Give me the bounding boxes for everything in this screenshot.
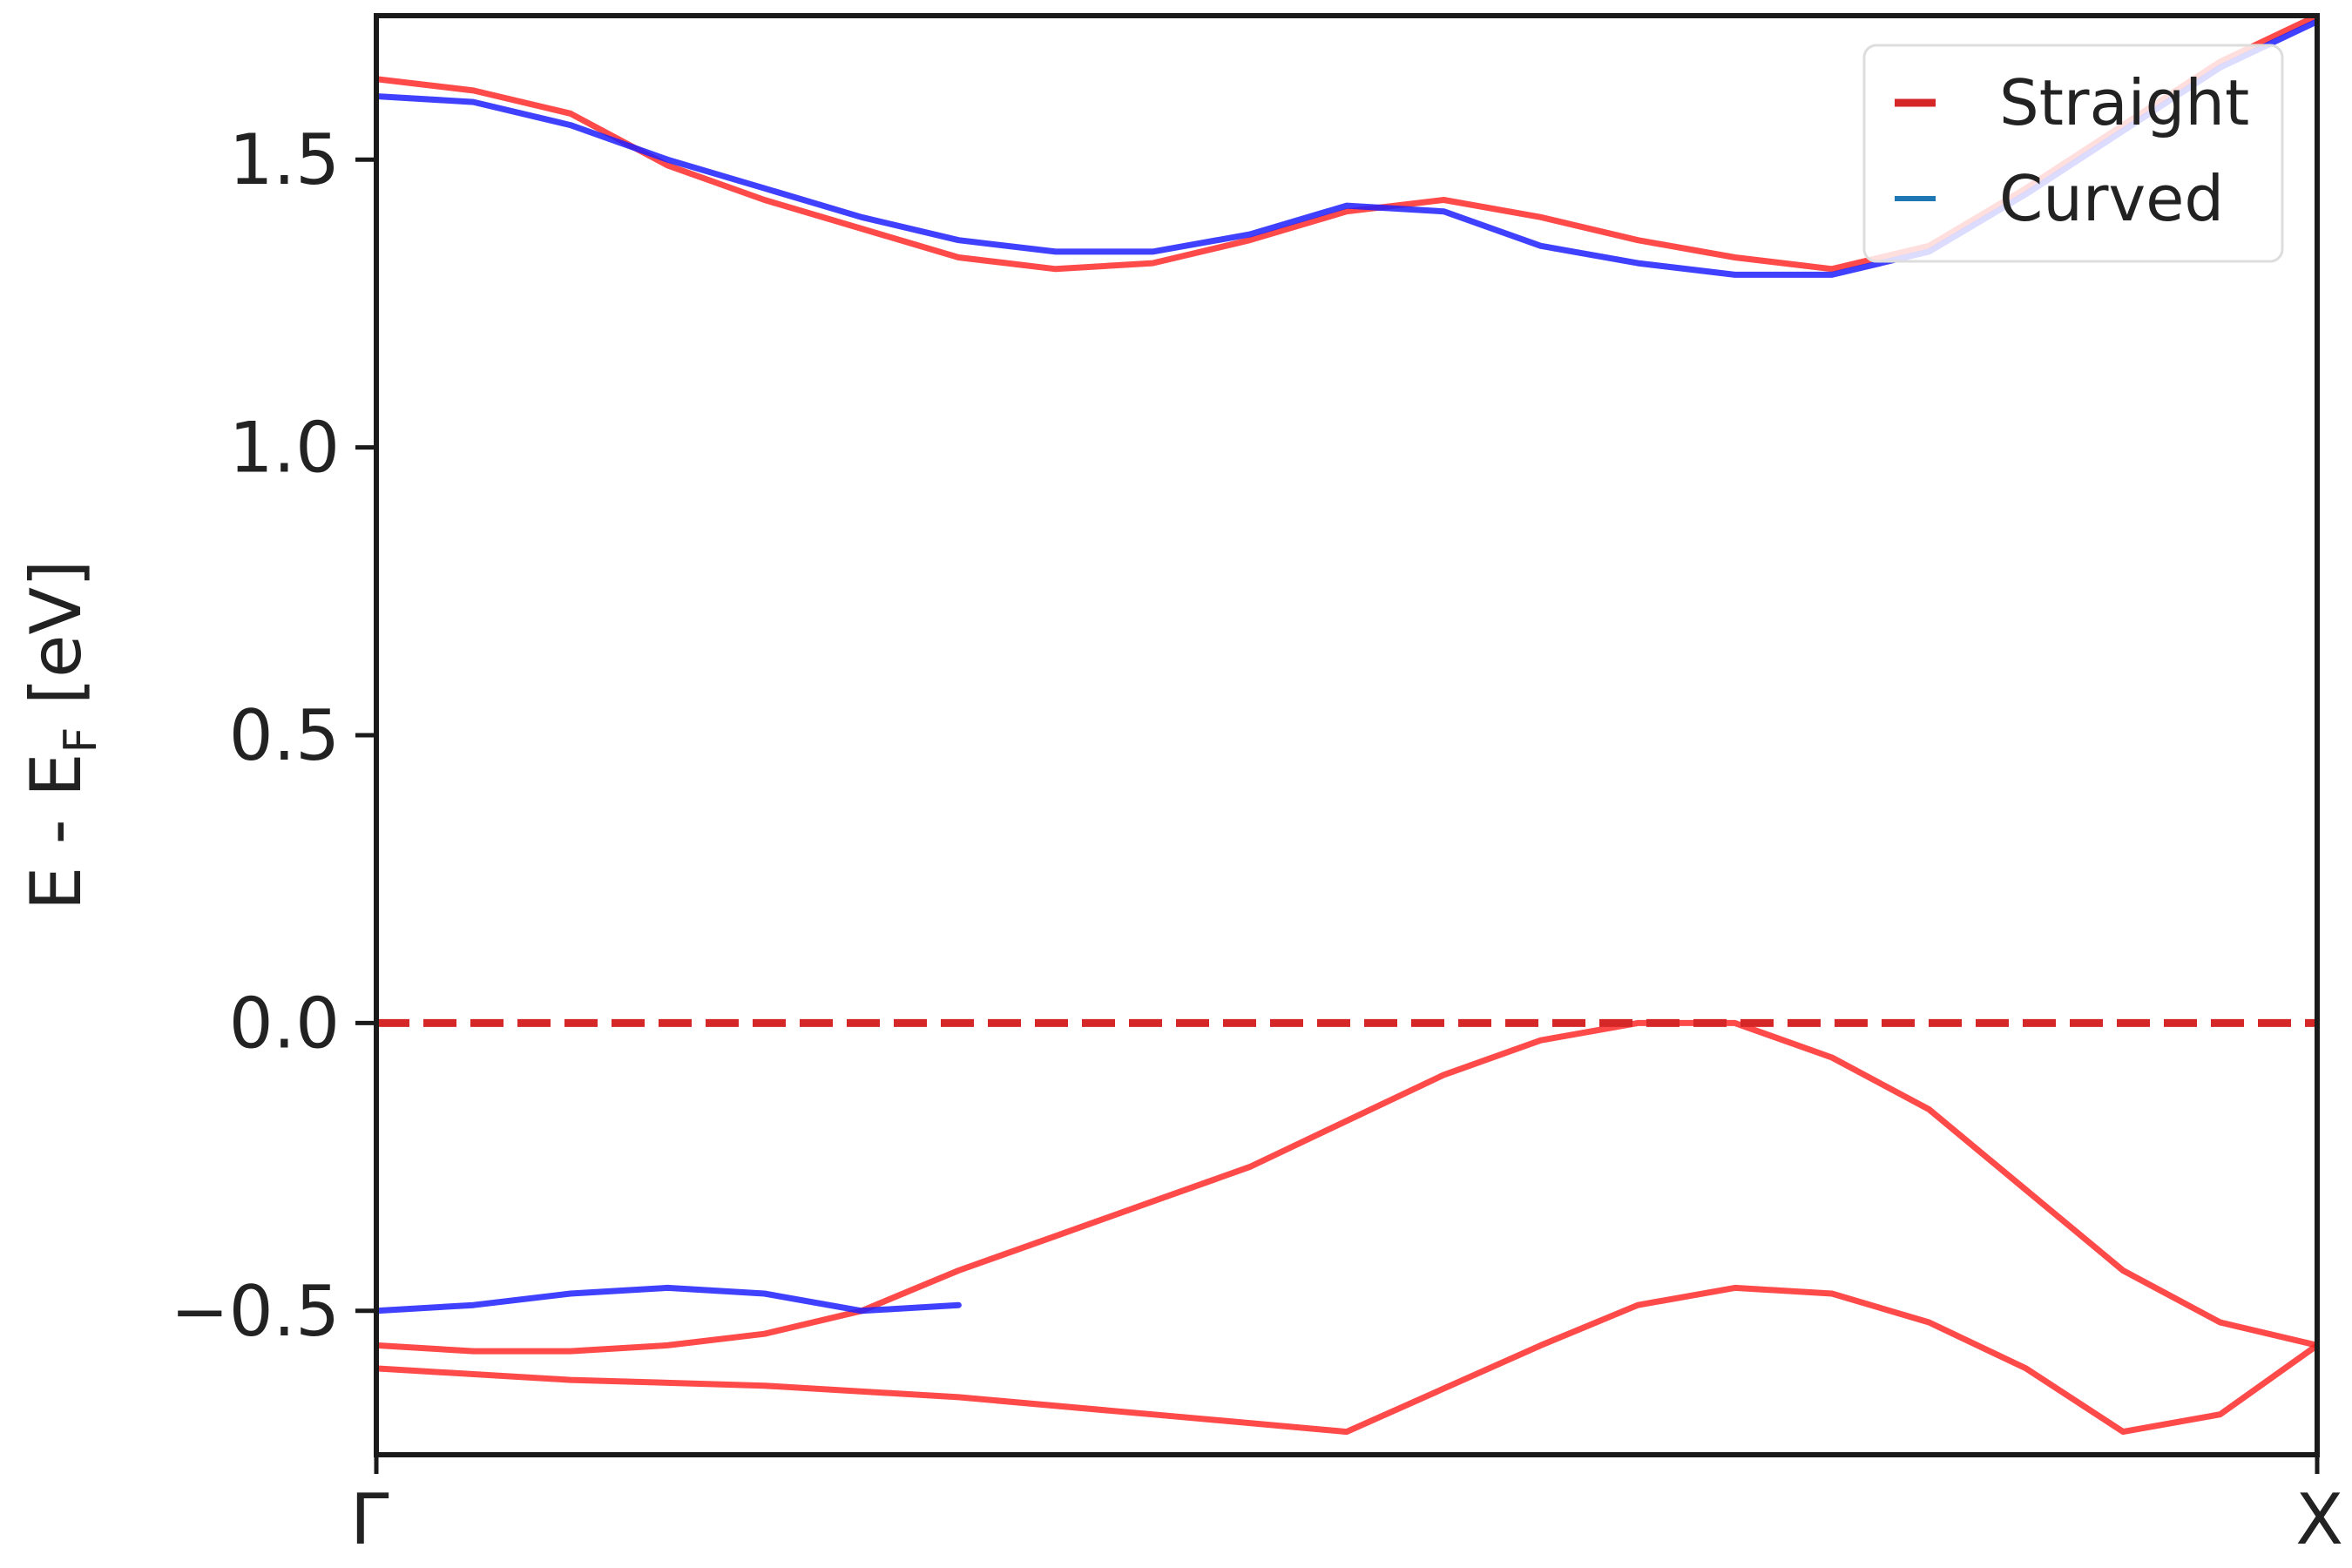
x-tick-label: Γ <box>350 1479 389 1560</box>
band-line-curved-valence-max <box>376 1284 962 1315</box>
y-axis-title-unit: [eV] <box>16 560 97 727</box>
x-tick-label: X <box>2295 1479 2343 1560</box>
legend: Straight Curved <box>1862 44 2284 263</box>
y-tick-label: 0.5 <box>229 695 340 776</box>
y-tick-label: 0.0 <box>229 983 340 1064</box>
legend-label-straight: Straight <box>1999 66 2249 139</box>
band-line-straight-valence-max <box>376 1019 2317 1355</box>
y-axis-title-base: E - E <box>16 753 97 910</box>
y-tick-label: −0.5 <box>171 1271 340 1352</box>
y-axis-title-subscript: F <box>55 727 107 754</box>
y-tick-label: 1.0 <box>229 408 340 489</box>
legend-label-curved: Curved <box>1999 162 2224 235</box>
y-axis-title: E - EF [eV] <box>16 560 107 911</box>
y-tick-label: 1.5 <box>229 119 340 200</box>
band-line-straight-upper-valence <box>376 1284 2317 1436</box>
y-axis-ticks: −0.5 0.0 0.5 1.0 1.5 <box>171 119 376 1352</box>
legend-box <box>1862 44 2284 263</box>
